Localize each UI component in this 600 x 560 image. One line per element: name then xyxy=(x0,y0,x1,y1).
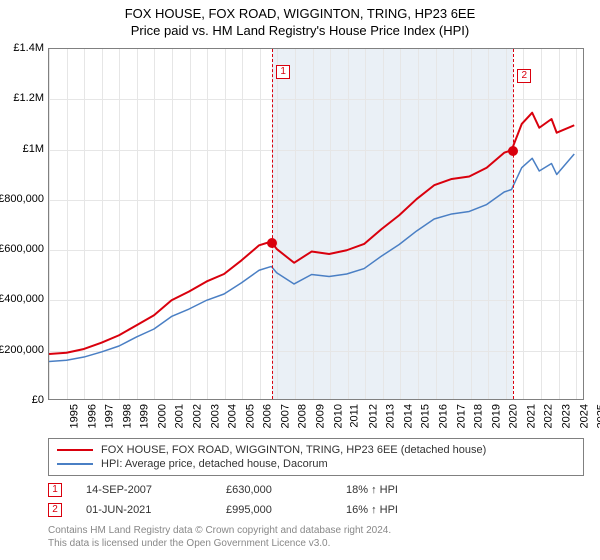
event-delta-1: 18% ↑ HPI xyxy=(346,484,466,496)
series-svg xyxy=(49,49,583,399)
chart-title: FOX HOUSE, FOX ROAD, WIGGINTON, TRING, H… xyxy=(0,0,600,38)
event-date-1: 14-SEP-2007 xyxy=(86,484,226,496)
xtick-label: 1995 xyxy=(68,404,80,428)
xtick-label: 2016 xyxy=(438,404,450,428)
event-marker-1: 1 xyxy=(276,65,290,79)
event-delta-2: 16% ↑ HPI xyxy=(346,504,466,516)
footer-line2: This data is licensed under the Open Gov… xyxy=(48,537,391,550)
event-dot-2 xyxy=(508,146,518,156)
xtick-label: 2014 xyxy=(402,404,414,428)
event-marker-2: 2 xyxy=(517,69,531,83)
event-price-1: £630,000 xyxy=(226,484,346,496)
xtick-label: 2012 xyxy=(367,404,379,428)
xtick-label: 2004 xyxy=(227,404,239,428)
ytick-label: £1.4M xyxy=(13,42,44,54)
legend-label-property: FOX HOUSE, FOX ROAD, WIGGINTON, TRING, H… xyxy=(101,444,486,456)
price-chart-container: { "title": { "line1": "FOX HOUSE, FOX RO… xyxy=(0,0,600,560)
legend: FOX HOUSE, FOX ROAD, WIGGINTON, TRING, H… xyxy=(48,438,584,476)
event-index-2: 2 xyxy=(48,503,62,517)
event-index-1: 1 xyxy=(48,483,62,497)
title-line1: FOX HOUSE, FOX ROAD, WIGGINTON, TRING, H… xyxy=(0,6,600,21)
xtick-label: 2008 xyxy=(297,404,309,428)
xtick-label: 2020 xyxy=(508,404,520,428)
xtick-label: 2024 xyxy=(578,404,590,428)
xtick-label: 1999 xyxy=(139,404,151,428)
event-date-2: 01-JUN-2021 xyxy=(86,504,226,516)
ytick-label: £200,000 xyxy=(0,344,44,356)
xtick-label: 2007 xyxy=(279,404,291,428)
legend-label-hpi: HPI: Average price, detached house, Daco… xyxy=(101,458,328,470)
xtick-label: 1998 xyxy=(121,404,133,428)
xtick-label: 2015 xyxy=(420,404,432,428)
xtick-label: 2010 xyxy=(332,404,344,428)
xtick-label: 2002 xyxy=(192,404,204,428)
event-row-2: 2 01-JUN-2021 £995,000 16% ↑ HPI xyxy=(48,500,584,520)
event-table: 1 14-SEP-2007 £630,000 18% ↑ HPI 2 01-JU… xyxy=(48,480,584,520)
xtick-label: 2005 xyxy=(244,404,256,428)
event-price-2: £995,000 xyxy=(226,504,346,516)
xtick-label: 2025 xyxy=(596,404,600,428)
xtick-label: 2001 xyxy=(174,404,186,428)
ytick-label: £600,000 xyxy=(0,243,44,255)
ytick-label: £400,000 xyxy=(0,293,44,305)
legend-swatch-hpi xyxy=(57,463,93,465)
xtick-label: 1996 xyxy=(86,404,98,428)
xtick-label: 2006 xyxy=(262,404,274,428)
event-row-1: 1 14-SEP-2007 £630,000 18% ↑ HPI xyxy=(48,480,584,500)
plot-area: 12 xyxy=(48,48,584,400)
event-dashed-2 xyxy=(513,49,514,399)
legend-row-hpi: HPI: Average price, detached house, Daco… xyxy=(57,457,575,471)
xtick-label: 2023 xyxy=(561,404,573,428)
xtick-label: 2018 xyxy=(473,404,485,428)
xtick-label: 1997 xyxy=(104,404,116,428)
ytick-label: £800,000 xyxy=(0,193,44,205)
xtick-label: 2013 xyxy=(385,404,397,428)
xtick-label: 2011 xyxy=(349,404,361,428)
ytick-label: £0 xyxy=(32,394,44,406)
event-dot-1 xyxy=(267,238,277,248)
xtick-label: 2000 xyxy=(156,404,168,428)
xtick-label: 2003 xyxy=(209,404,221,428)
xtick-label: 2022 xyxy=(543,404,555,428)
ytick-label: £1.2M xyxy=(13,92,44,104)
xtick-label: 2019 xyxy=(490,404,502,428)
legend-row-property: FOX HOUSE, FOX ROAD, WIGGINTON, TRING, H… xyxy=(57,443,575,457)
xtick-label: 2009 xyxy=(315,404,327,428)
xtick-label: 2017 xyxy=(455,404,467,428)
footer-line1: Contains HM Land Registry data © Crown c… xyxy=(48,524,391,537)
title-line2: Price paid vs. HM Land Registry's House … xyxy=(0,21,600,38)
footer: Contains HM Land Registry data © Crown c… xyxy=(48,524,391,550)
event-dashed-1 xyxy=(272,49,273,399)
series-line-property xyxy=(49,113,574,354)
xtick-label: 2021 xyxy=(525,404,537,428)
ytick-label: £1M xyxy=(23,143,44,155)
legend-swatch-property xyxy=(57,449,93,451)
